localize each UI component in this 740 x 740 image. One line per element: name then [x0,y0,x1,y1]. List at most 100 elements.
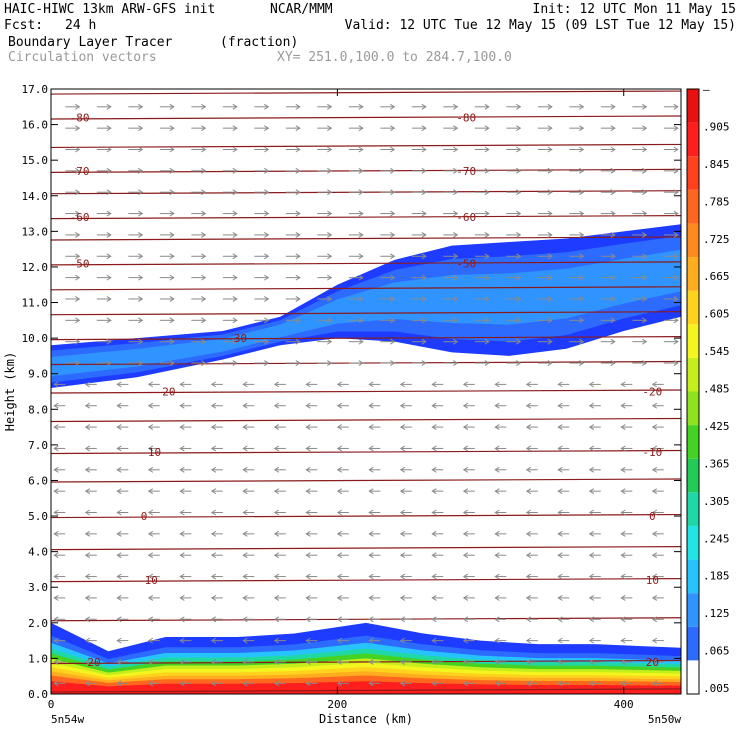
vector-arrowhead [620,616,626,623]
vector-arrowhead [147,552,154,559]
vector-arrowhead [169,360,175,366]
vector-arrowhead [516,296,522,302]
vector-arrowhead [210,552,217,559]
vector-arrowhead [336,402,343,409]
vector-arrowhead [431,680,437,687]
vector-arrowhead [305,466,311,473]
colorbar-label: – [703,83,710,96]
colorbar-swatch [687,290,699,325]
vector-arrowhead [336,488,343,495]
vector-arrowhead [358,360,364,366]
y-tick-label: 1.0 [28,652,48,665]
colorbar-label: .185 [703,570,730,583]
vector-arrowhead [53,466,59,473]
vector-arrowhead [579,210,585,217]
vector-arrowhead [75,296,81,302]
contour-line-6 [51,478,681,483]
vector-arrowhead [75,210,81,217]
colorbar-label: .485 [703,383,730,396]
vector-arrowhead [327,231,333,238]
vector-arrowhead [305,381,311,388]
vector-arrowhead [273,488,280,495]
vector-arrowhead [431,509,437,516]
vector-arrowhead [53,637,59,644]
vector-arrowhead [305,594,311,601]
vector-arrowhead [673,338,679,345]
vector-arrowhead [620,445,626,452]
vector-arrowhead [273,637,280,644]
vector-arrowhead [273,659,280,665]
vector-arrowhead [232,146,238,153]
vector-arrowhead [516,189,522,196]
vectors-label: Circulation vectors [8,50,157,65]
y-tick-label: 12.0 [22,261,49,274]
vector-arrowhead [651,402,658,409]
vector-arrowhead [368,424,374,431]
contour-line-0 [51,688,681,693]
vector-arrowhead [179,445,185,452]
vector-arrowhead [84,680,91,687]
vector-arrowhead [169,103,175,110]
vector-arrowhead [588,552,595,559]
vector-arrowhead [610,231,616,238]
vector-arrowhead [75,103,81,110]
vector-arrowhead [358,317,364,324]
contour-label: -50 [456,257,476,270]
vector-arrowhead [494,594,500,601]
vector-arrowhead [620,552,626,559]
vector-arrowhead [673,189,679,196]
vector-arrowhead [484,125,490,132]
vector-arrowhead [295,338,301,345]
vector-arrowhead [368,552,374,559]
vector-arrowhead [358,167,364,174]
vector-arrowhead [169,253,175,260]
vector-arrowhead [421,103,427,110]
vector-arrowhead [84,488,91,495]
vector-arrowhead [147,445,154,452]
vector-arrowhead [516,167,522,174]
vector-arrowhead [106,146,112,153]
vector-arrowhead [210,445,217,452]
vector-arrowhead [453,338,459,345]
vector-arrowhead [53,402,59,409]
contour-line-11 [51,336,681,341]
vector-arrowhead [484,231,490,238]
colorbar-swatch [687,660,699,694]
vector-arrowhead [620,530,626,537]
contour-line-4 [51,545,681,551]
vector-arrowhead [169,317,175,324]
vector-arrowhead [327,360,333,366]
vector-arrowhead [399,424,406,431]
vector-arrowhead [116,637,122,644]
vector-arrowhead [179,381,185,388]
vector-arrowhead [494,509,500,516]
vector-arrowhead [620,637,626,644]
xy-label: XY= 251.0,100.0 to 284.7,100.0 [277,50,512,65]
vector-arrowhead [453,296,459,302]
vector-arrowhead [147,466,154,473]
vector-arrowhead [358,274,364,281]
vector-arrowhead [53,573,59,580]
vector-arrowhead [651,659,658,665]
vector-arrowhead [484,253,490,260]
vector-arrowhead [610,210,616,217]
vector-arrowhead [327,274,333,281]
vector-arrowhead [106,231,112,238]
vector-arrowhead [336,616,343,623]
vector-arrowhead [84,573,91,580]
vector-arrowhead [138,338,144,345]
vector-arrowhead [368,680,374,687]
vector-arrowhead [431,402,437,409]
vector-arrowhead [642,167,648,174]
vector-arrowhead [588,424,595,431]
vector-arrowhead [588,594,595,601]
vector-arrowhead [116,530,122,537]
contour-label: -20 [156,386,176,399]
x-tick-label: 0 [48,698,55,711]
vector-arrowhead [106,125,112,132]
vector-arrowhead [138,210,144,217]
vector-arrowhead [610,253,616,260]
vector-arrowhead [75,338,81,345]
vector-arrowhead [421,338,427,345]
vector-arrowhead [336,659,343,665]
